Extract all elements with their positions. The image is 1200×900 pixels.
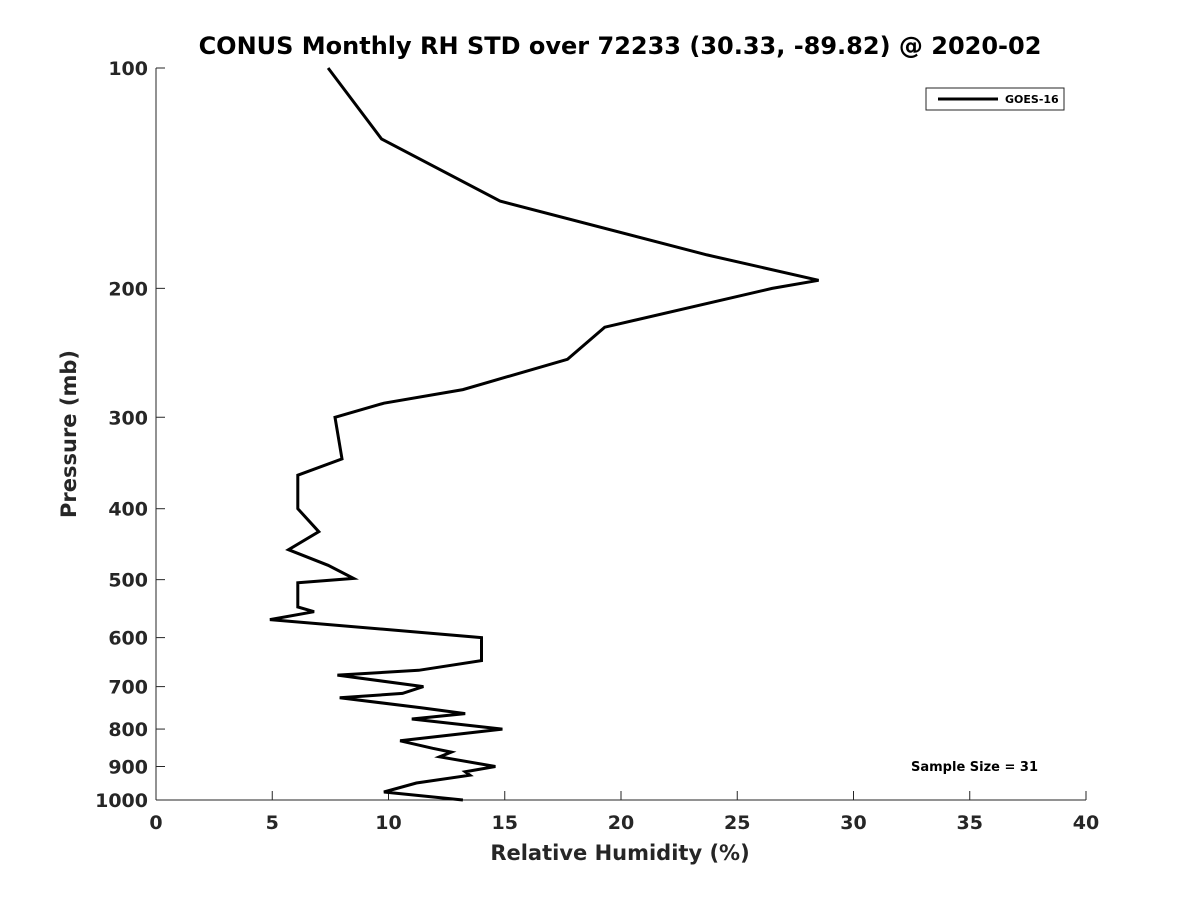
y-tick-label: 900 <box>108 757 148 779</box>
x-tick-label: 35 <box>957 812 983 834</box>
y-tick-label: 400 <box>108 499 148 521</box>
x-tick-label: 20 <box>608 812 634 834</box>
x-axis-ticks: 0 5 10 15 20 25 30 35 40 <box>149 791 1099 834</box>
y-axis-ticks: 100 200 300 400 500 600 700 800 900 1000 <box>95 58 165 812</box>
legend-label-goes-16: GOES-16 <box>1005 93 1059 106</box>
y-tick-label: 800 <box>108 719 148 741</box>
legend: GOES-16 <box>925 87 1065 111</box>
y-tick-label: 300 <box>108 407 148 429</box>
chart-title: CONUS Monthly RH STD over 72233 (30.33, … <box>199 32 1042 60</box>
series-line-goes-16 <box>269 67 819 802</box>
sample-size-annotation: Sample Size = 31 <box>911 760 1038 775</box>
y-tick-label: 1000 <box>95 790 148 812</box>
x-tick-label: 40 <box>1073 812 1099 834</box>
y-tick-label: 500 <box>108 570 148 592</box>
x-tick-label: 5 <box>266 812 279 834</box>
y-axis-label: Pressure (mb) <box>57 350 81 518</box>
series-layer <box>269 67 819 802</box>
x-tick-label: 15 <box>492 812 518 834</box>
y-tick-label: 600 <box>108 628 148 650</box>
x-tick-label: 30 <box>840 812 866 834</box>
y-tick-label: 100 <box>108 58 148 80</box>
y-tick-label: 200 <box>108 278 148 300</box>
y-tick-label: 700 <box>108 677 148 699</box>
x-tick-label: 25 <box>724 812 750 834</box>
x-axis-label: Relative Humidity (%) <box>490 841 749 865</box>
x-tick-label: 10 <box>375 812 401 834</box>
x-tick-label: 0 <box>149 812 162 834</box>
